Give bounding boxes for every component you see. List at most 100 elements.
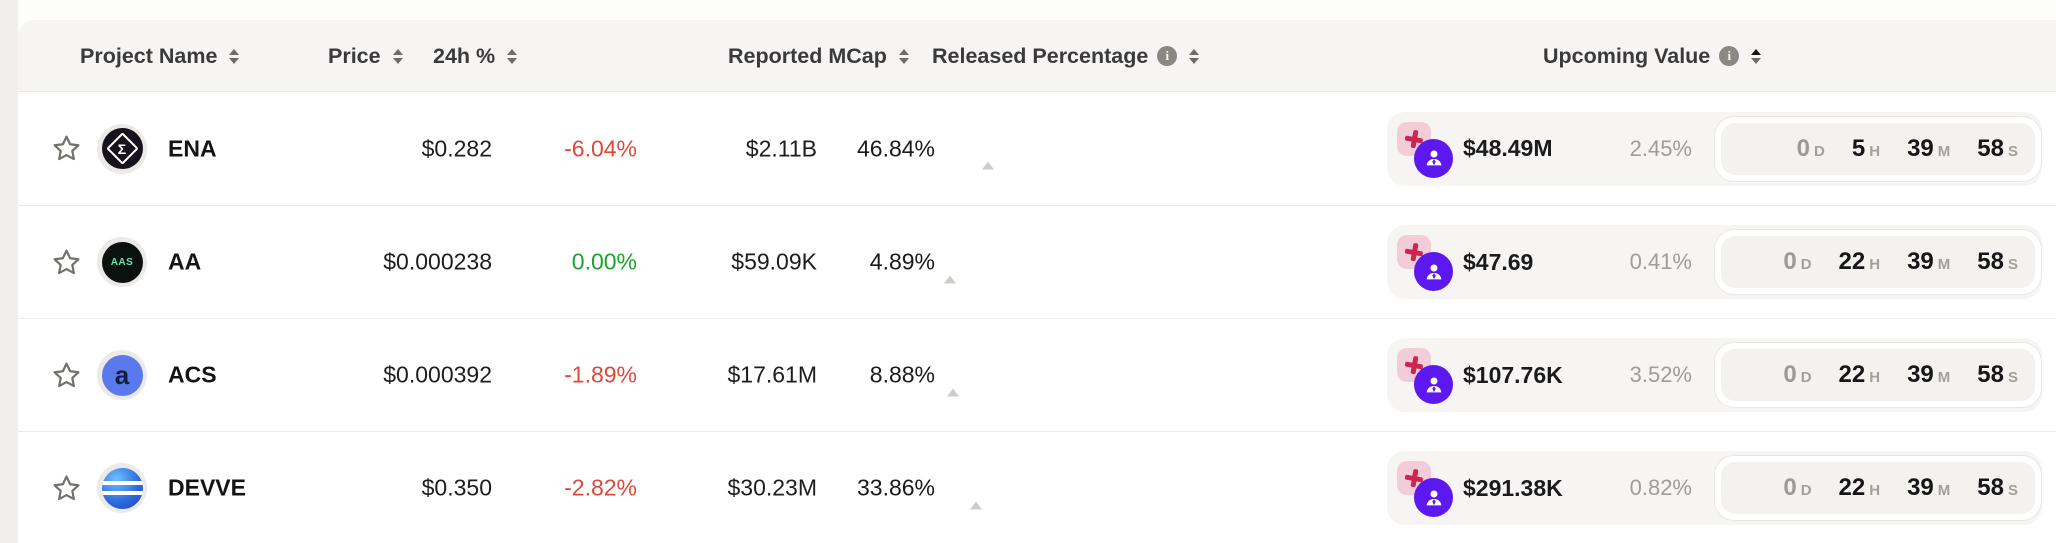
token-logo: AAS: [101, 241, 143, 283]
insiders-badge: [1414, 138, 1453, 178]
sort-icon[interactable]: [898, 48, 909, 64]
countdown-values: 0 D 5 H 39 M 58 S: [1721, 122, 2035, 175]
token-price: $0.000238: [383, 248, 492, 275]
column-label: Reported MCap: [728, 43, 887, 68]
reported-mcap: $2.11B: [745, 135, 817, 161]
upcoming-value-cell: $291.38K 0.82% 0 D 22 H 39 M 58 S: [1387, 451, 2042, 525]
token-symbol[interactable]: ENA: [168, 135, 217, 161]
unlock-countdown: 0 D 5 H 39 M 58 S: [1714, 115, 2042, 182]
released-percentage-value: 33.86%: [856, 474, 935, 501]
sort-icon[interactable]: [1189, 48, 1200, 64]
insiders-badge: [1414, 365, 1453, 404]
change-24h: -2.82%: [564, 474, 637, 501]
upcoming-value-percent: 2.45%: [1629, 135, 1692, 161]
insiders-badge: [1414, 478, 1453, 517]
token-logo: a: [101, 354, 143, 396]
column-header-reported-mcap[interactable]: Reported MCap: [728, 20, 909, 92]
token-logo-ring: [97, 463, 147, 513]
upcoming-value-amount: $291.38K: [1463, 474, 1563, 501]
sort-icon[interactable]: [229, 48, 240, 64]
person-icon: [1426, 490, 1441, 505]
released-progress-marker: [970, 501, 983, 509]
unlock-countdown: 0 D 22 H 39 M 58 S: [1714, 455, 2042, 521]
token-symbol[interactable]: DEVVE: [168, 474, 246, 501]
favorite-star-button[interactable]: [50, 133, 82, 165]
released-percentage-value: 46.84%: [856, 135, 935, 161]
column-header-upcoming-value[interactable]: Upcoming Value i: [1543, 20, 1762, 92]
token-logo-ring: AAS: [97, 237, 147, 287]
countdown-values: 0 D 22 H 39 M 58 S: [1721, 349, 2035, 401]
info-icon[interactable]: i: [1719, 46, 1740, 66]
column-header-released-percentage[interactable]: Released Percentage i: [932, 20, 1200, 92]
column-header-project-name[interactable]: Project Name: [80, 20, 240, 92]
person-icon: [1426, 150, 1441, 166]
allocation-badges: [1397, 120, 1455, 178]
upcoming-value-amount: $48.49M: [1463, 135, 1553, 161]
page-left-gutter: [0, 0, 18, 543]
change-24h: -6.04%: [564, 135, 637, 161]
countdown-segment: 39 M: [1907, 474, 1951, 501]
table-row[interactable]: Σ ENA $0.282 -6.04% $2.11B 46.84%: [18, 92, 2056, 205]
sort-icon[interactable]: [392, 48, 403, 64]
countdown-values: 0 D 22 H 39 M 58 S: [1721, 236, 2035, 288]
star-icon: [53, 249, 79, 274]
countdown-segment: 39 M: [1907, 134, 1951, 162]
token-symbol[interactable]: AA: [168, 248, 202, 275]
released-percentage-value: 8.88%: [869, 361, 935, 388]
released-progress-marker: [982, 161, 995, 170]
token-logo-ring: a: [97, 350, 147, 400]
column-header-24h[interactable]: 24h %: [433, 20, 518, 92]
countdown-segment: 39 M: [1907, 361, 1951, 388]
table-body: Σ ENA $0.282 -6.04% $2.11B 46.84%: [18, 92, 2056, 543]
favorite-star-button[interactable]: [50, 359, 82, 391]
reported-mcap: $59.09K: [731, 248, 817, 275]
countdown-segment: 22 H: [1838, 474, 1881, 501]
column-header-price[interactable]: Price: [328, 20, 403, 92]
star-icon: [53, 475, 79, 500]
column-label: Upcoming Value: [1543, 43, 1711, 68]
released-percentage-value: 4.89%: [869, 248, 935, 275]
star-icon: [53, 362, 79, 387]
released-percentage-cell: 8.88%: [828, 361, 1148, 396]
released-progress-marker: [943, 275, 956, 283]
countdown-segment: 58 S: [1977, 134, 2018, 162]
released-progress-marker: [947, 388, 960, 396]
change-24h: -1.89%: [564, 361, 637, 388]
favorite-star-button[interactable]: [50, 246, 82, 278]
countdown-segment: 22 H: [1838, 361, 1881, 388]
favorite-star-button[interactable]: [50, 472, 82, 504]
allocation-badges: [1397, 233, 1455, 291]
table-row[interactable]: a ACS $0.000392 -1.89% $17.61M 8.88%: [18, 318, 2056, 431]
released-percentage-cell: 46.84%: [828, 135, 1148, 170]
upcoming-value-percent: 0.82%: [1629, 475, 1692, 500]
sort-icon-active-asc[interactable]: [1751, 48, 1762, 64]
token-logo-ring: Σ: [97, 123, 147, 174]
column-label: Project Name: [80, 43, 218, 68]
table-header: Project Name Price 24h % Reported MCap R…: [18, 20, 2056, 92]
token-logo: [101, 467, 143, 509]
sort-icon[interactable]: [507, 48, 518, 64]
upcoming-value-cell: $48.49M 2.45% 0 D 5 H 39 M 58 S: [1387, 111, 2042, 186]
column-label: Price: [328, 43, 381, 68]
allocation-badges: [1397, 459, 1455, 517]
token-symbol[interactable]: ACS: [168, 361, 217, 388]
table-row[interactable]: AAS AA $0.000238 0.00% $59.09K 4.89%: [18, 205, 2056, 318]
countdown-segment: 58 S: [1977, 361, 2018, 388]
unlocks-table: Project Name Price 24h % Reported MCap R…: [18, 20, 2056, 543]
info-icon[interactable]: i: [1157, 46, 1178, 66]
token-price: $0.282: [421, 135, 492, 161]
insiders-badge: [1414, 252, 1453, 291]
countdown-segment: 22 H: [1838, 248, 1881, 275]
allocation-badges: [1397, 346, 1455, 404]
token-price: $0.350: [421, 474, 492, 501]
released-percentage-cell: 4.89%: [828, 248, 1148, 283]
change-24h: 0.00%: [571, 248, 637, 275]
table-row[interactable]: DEVVE $0.350 -2.82% $30.23M 33.86%: [18, 431, 2056, 543]
unlock-countdown: 0 D 22 H 39 M 58 S: [1714, 342, 2042, 408]
token-price: $0.000392: [383, 361, 492, 388]
upcoming-value-amount: $47.69: [1463, 248, 1534, 275]
